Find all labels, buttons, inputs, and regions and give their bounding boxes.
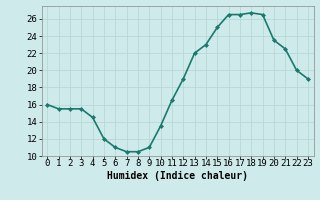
X-axis label: Humidex (Indice chaleur): Humidex (Indice chaleur) [107,171,248,181]
